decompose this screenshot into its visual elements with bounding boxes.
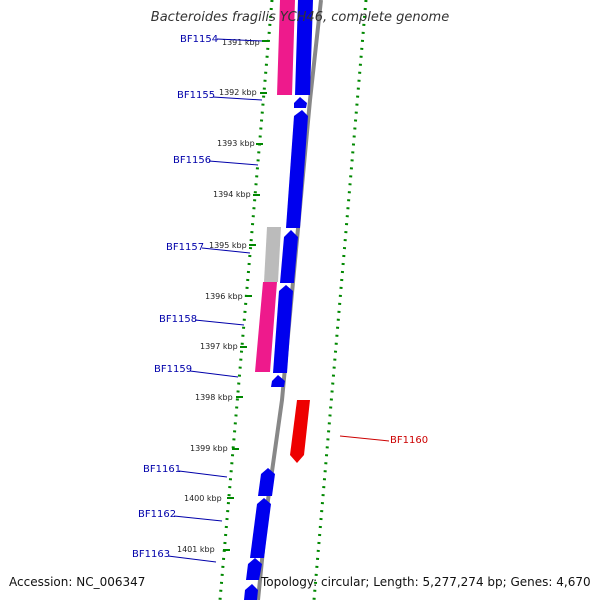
gene-BF1158-reverse[interactable] — [255, 282, 277, 372]
kbp-tick-label: 1401 kbp — [177, 545, 215, 554]
kbp-tick-label: 1395 kbp — [209, 241, 247, 250]
gene-label-leader — [212, 96, 263, 101]
page-title: Bacteroides fragilis YCH46, complete gen… — [150, 10, 450, 25]
gene-BF1154[interactable] — [277, 0, 295, 95]
kbp-tick-label: 1397 kbp — [200, 342, 238, 351]
gene-label-leader — [208, 160, 259, 166]
gene-BF1156[interactable] — [286, 110, 308, 228]
gene-label-BF1162[interactable]: BF1162 — [138, 509, 176, 520]
gene-label-leader — [167, 555, 217, 563]
gene-label-BF1161[interactable]: BF1161 — [143, 464, 181, 475]
gene-label-leader — [178, 470, 228, 478]
gene-BF1155-upper[interactable] — [295, 0, 313, 95]
gene-BF1161[interactable] — [258, 468, 275, 496]
gene-BF1155[interactable] — [294, 97, 307, 108]
gene-label-leader — [216, 38, 263, 42]
gene-BF1157-pseudo — [264, 227, 281, 282]
gene-BF1159[interactable] — [271, 375, 285, 387]
gene-BF1163-tail[interactable] — [244, 584, 258, 600]
gene-BF1157[interactable] — [280, 230, 298, 283]
kbp-tick-label: 1392 kbp — [219, 88, 257, 97]
gene-label-leader — [339, 435, 390, 442]
gene-labels: BF1154 BF1155 BF1156 BF1157 BF1158 BF1159 BF11… — [132, 34, 428, 563]
gene-label-BF1155[interactable]: BF1155 — [177, 90, 215, 101]
gene-label-BF1163[interactable]: BF1163 — [132, 549, 170, 560]
gene-label-BF1158[interactable]: BF1158 — [159, 314, 197, 325]
gene-BF1163[interactable] — [246, 558, 262, 580]
gene-label-BF1160[interactable]: BF1160 — [390, 435, 428, 446]
kbp-tick-label: 1394 kbp — [213, 190, 251, 199]
kbp-tick-label: 1398 kbp — [195, 393, 233, 402]
gene-BF1160[interactable] — [290, 400, 310, 463]
kbp-tick-label: 1400 kbp — [184, 494, 222, 503]
gene-label-leader — [173, 515, 223, 522]
gene-label-leader — [194, 319, 245, 326]
gene-label-BF1159[interactable]: BF1159 — [154, 364, 192, 375]
kbp-ruler: 1391 kbp 1392 kbp 1393 kbp 1394 kbp 1395 kbp… — [177, 38, 269, 554]
gene-label-leader — [201, 247, 251, 254]
gene-BF1158[interactable] — [273, 285, 293, 373]
kbp-tick-label: 1396 kbp — [205, 292, 243, 301]
kbp-tick-label: 1399 kbp — [190, 444, 228, 453]
gene-features — [244, 0, 313, 600]
gene-BF1162[interactable] — [250, 498, 271, 558]
accession-text: Accession: NC_006347 — [9, 575, 146, 589]
kbp-tick-label: 1393 kbp — [217, 139, 255, 148]
kbp-tick-label: 1391 kbp — [222, 38, 260, 47]
genome-summary-text: Topology: circular; Length: 5,277,274 bp… — [261, 575, 591, 589]
gene-label-leader — [189, 370, 239, 378]
gc-track-outer — [312, 0, 368, 600]
gene-label-BF1154[interactable]: BF1154 — [180, 34, 218, 45]
gene-label-BF1156[interactable]: BF1156 — [173, 155, 211, 166]
gene-label-BF1157[interactable]: BF1157 — [166, 242, 204, 253]
